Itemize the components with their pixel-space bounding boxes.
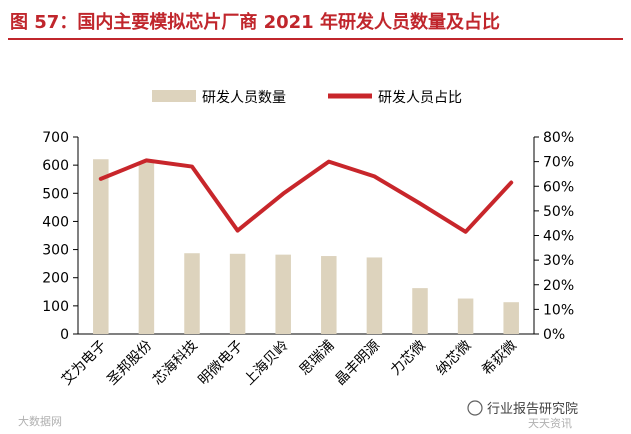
left-tick-label: 300: [42, 243, 69, 259]
left-tick-label: 0: [60, 327, 69, 343]
category-label: 明微电子: [196, 338, 247, 389]
right-tick-label: 60%: [543, 179, 574, 195]
bar: [275, 254, 291, 334]
right-tick-label: 50%: [543, 204, 574, 220]
line-series: [98, 158, 514, 234]
right-tick-label: 30%: [543, 253, 574, 269]
wechat-icon: [467, 400, 483, 416]
left-tick-label: 100: [42, 299, 69, 315]
bar: [93, 159, 109, 334]
category-label: 芯海科技: [150, 338, 201, 389]
left-axis-ticks: 0 100 200 300 400 500 600 700: [42, 130, 78, 343]
category-label: 晶丰明源: [332, 338, 383, 389]
category-label: 思瑞浦: [297, 338, 338, 379]
right-tick-label: 70%: [543, 155, 574, 171]
right-tick-label: 80%: [543, 130, 574, 146]
right-tick-label: 40%: [543, 229, 574, 245]
watermark-right: 行业报告研究院 天天资讯: [467, 400, 578, 430]
right-axis-ticks: 0% 10% 20% 30% 40% 50% 60% 70% 80%: [534, 130, 574, 343]
right-tick-label: 20%: [543, 278, 574, 294]
category-label: 纳芯微: [433, 338, 474, 379]
left-tick-label: 600: [42, 158, 69, 174]
bar: [229, 253, 246, 334]
right-tick-label: 10%: [543, 302, 574, 318]
left-tick-label: 200: [42, 271, 69, 287]
bar: [321, 256, 337, 334]
bar: [184, 253, 200, 334]
bar: [412, 288, 428, 334]
right-tick-label: 0%: [543, 327, 565, 343]
ratio-line: [98, 158, 514, 234]
category-label: 圣邦股份: [104, 338, 155, 389]
watermark-right-sub: 天天资讯: [528, 417, 572, 430]
watermark-left: 大数据网: [18, 414, 62, 428]
category-label: 力芯微: [388, 338, 429, 379]
category-label: 希荻微: [479, 338, 520, 379]
category-label: 上海贝岭: [241, 338, 292, 389]
legend-label-line: 研发人员占比: [378, 90, 462, 106]
legend-swatch-bars: [152, 90, 196, 102]
left-tick-label: 500: [42, 186, 69, 202]
chart-title: 图 57：国内主要模拟芯片厂商 2021 年研发人员数量及占比: [10, 12, 500, 33]
legend-label-bars: 研发人员数量: [202, 90, 286, 106]
title-divider: [8, 38, 623, 40]
bar: [366, 257, 383, 334]
bar-series: [93, 159, 519, 334]
bar: [503, 302, 519, 334]
legend: 研发人员数量 研发人员占比: [152, 90, 462, 106]
bar: [138, 161, 155, 334]
left-tick-label: 700: [42, 130, 69, 146]
watermark-right-text: 行业报告研究院: [487, 402, 578, 417]
bar: [457, 298, 474, 334]
category-label: 艾为电子: [59, 338, 110, 389]
left-tick-label: 400: [42, 214, 69, 230]
